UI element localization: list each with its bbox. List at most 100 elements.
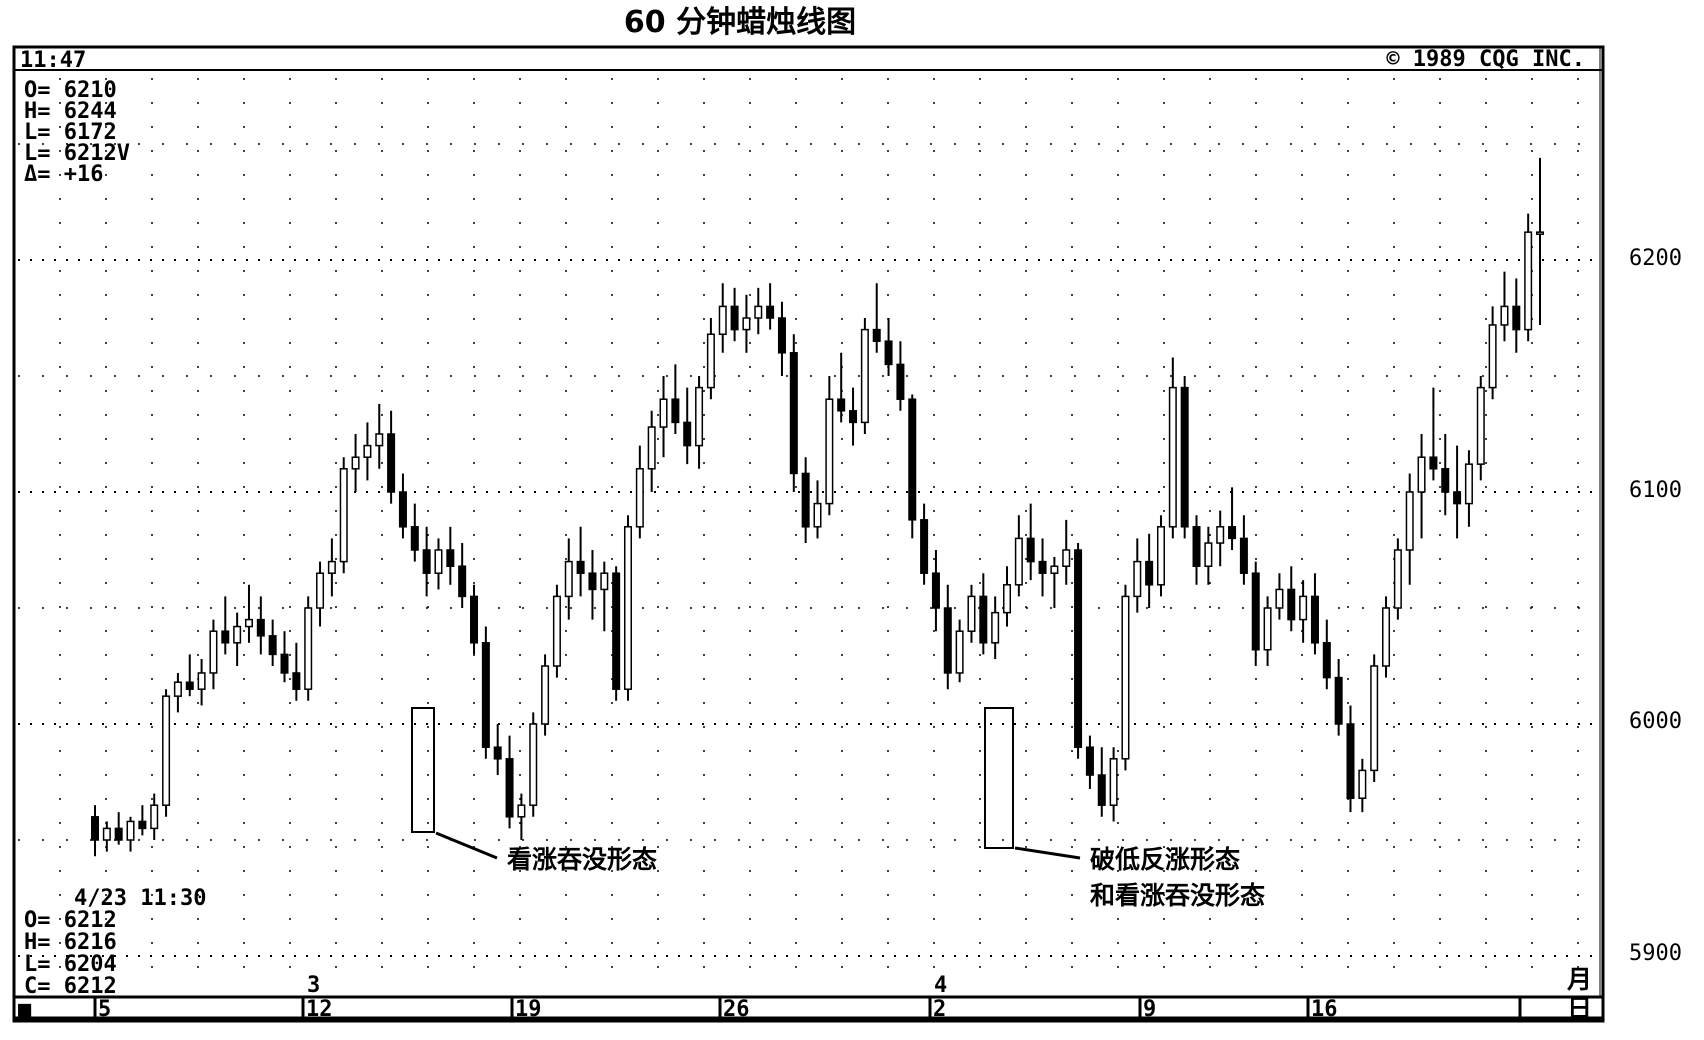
candle [150,793,159,840]
candle-body-down [481,642,490,748]
candle [1204,526,1213,585]
candle-body-down [576,560,585,574]
info-bottom-line: L= 6204 [24,952,117,977]
candle-body-down [931,572,940,609]
date-label: 26 [723,997,750,1022]
y-tick-label: 6200 [1629,246,1682,271]
candle [114,812,123,845]
candle-body-down [683,421,692,447]
candle-body-down [1085,746,1094,776]
info-top: O= 6210 H= 6244 L= 6172 L= 6212V Δ= +16 [24,78,130,187]
date-label: 12 [306,997,333,1022]
date-label: 2 [933,997,946,1022]
candle-body-up [1370,665,1379,772]
candle [1263,596,1272,666]
candle [1026,503,1035,581]
candle [470,584,479,655]
candle [920,503,929,585]
candle [1216,510,1225,567]
candle [1275,573,1284,620]
candle [209,619,218,690]
candle-body-down [1346,723,1355,799]
candle-body-up [304,607,313,690]
annotation-label: 看涨吞没形态 [507,845,657,874]
candle [801,457,810,544]
candle [481,626,490,759]
candle-body-down [1251,572,1260,651]
candle-body-down [1429,456,1438,470]
candle-body-down [1145,560,1154,586]
candle-body-up [813,502,822,528]
annotation-1: 看涨吞没形态 [411,707,657,874]
candle [244,584,253,643]
candle-body-up [742,317,751,331]
candle [683,387,692,465]
annotation-label: 破低反涨形态 [1090,845,1240,874]
candle-body-up [363,444,372,458]
candle [552,584,561,678]
candle-body-down [1228,526,1237,540]
candle-body-up [517,804,526,818]
candle-body-up [1476,386,1485,465]
candle [1358,758,1367,813]
candle [837,352,846,423]
candle [1121,584,1130,771]
candle [102,821,111,852]
candle [943,584,952,690]
candle-body-down [837,398,846,412]
candle [1074,543,1083,759]
candle [813,480,822,539]
info-bottom-line: 4/23 11:30 [74,886,206,911]
candle [1097,747,1106,817]
candle-body-down [1038,560,1047,574]
annotation-label: 和看涨吞没形态 [1090,881,1265,910]
candle [825,376,834,516]
candle [1429,387,1438,481]
pattern-box [984,707,1014,849]
candle [623,515,632,701]
candle [1453,445,1462,539]
candle-body-up [1121,595,1130,760]
outer-bottom-border [12,995,1605,1023]
candle-body-up [434,549,443,574]
candle-body-down [422,549,431,574]
candle [458,543,467,608]
candle [292,642,301,701]
candle-body-down [185,681,194,690]
candle-body-down [872,328,881,342]
candle [233,612,242,666]
candle-body-up [1488,324,1497,389]
candle-body-up [1405,491,1414,551]
info-bottom-line: C= 6212 [24,974,117,999]
date-axis: ■ 5 12 19 26 2 9 16 日 [18,994,1592,1023]
candle-body-up [1133,560,1142,598]
candle [967,584,976,643]
candle-body-down [1453,491,1462,505]
candle-body-up [173,681,182,697]
candle-body-down [588,572,597,591]
axis-unit-day: 日 [1567,994,1592,1023]
candle [1488,306,1497,400]
candle [872,283,881,353]
candle-body-up [600,572,609,591]
candle [1014,515,1023,597]
candle-body-up [623,526,632,690]
candle-body-down [1441,468,1450,493]
candle-body-down [801,472,810,528]
candle [955,619,964,683]
info-top-line: H= 6244 [24,99,117,124]
candle-body-up [1275,588,1284,609]
time-label: 11:47 [20,48,86,73]
candle-body-up [1062,549,1071,567]
candle [884,318,893,376]
candle [304,596,313,701]
candle-body-down [766,305,775,319]
candle-body-down [849,410,858,424]
candle-body-up [126,820,135,841]
candle-body-down [908,398,917,521]
candle-body-down [446,549,455,567]
candle-body-up [327,560,336,574]
candle-body-up [1109,758,1118,806]
candle-body-down [387,433,396,493]
candle [1512,278,1521,353]
